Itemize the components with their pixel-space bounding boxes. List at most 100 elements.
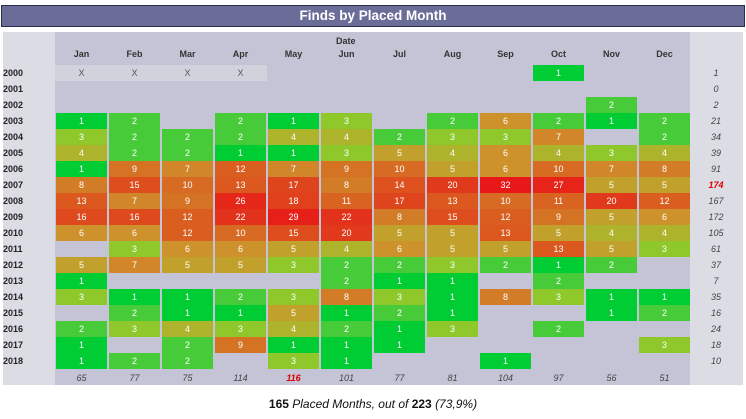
heatmap-cell: 1 [586,289,637,305]
heatmap-cell: 4 [268,129,319,145]
heatmap-cell: 26 [215,193,266,209]
heatmap-cell: 29 [268,209,319,225]
column-total: 75 [182,373,193,383]
heatmap-cell: 5 [374,145,425,161]
heatmap-cell: 1 [321,305,372,321]
heatmap-cell: 1 [586,305,637,321]
row-total: 34 [710,132,721,142]
heatmap-cell: 1 [268,113,319,129]
heatmap-cell: 3 [268,289,319,305]
heatmap-cell: 20 [586,193,637,209]
row-total: 21 [710,116,721,126]
summary-text: Placed Months, out of [292,397,409,411]
heatmap-cell: 6 [109,225,160,241]
heatmap-cell: 2 [321,257,372,273]
heatmap-cell: 1 [268,337,319,353]
heatmap-cell: 5 [56,257,107,273]
heatmap-cell: 2 [533,113,584,129]
heatmap-cell: 1 [639,289,690,305]
heatmap-cell: 3 [427,257,478,273]
heatmap-cell: 6 [480,113,531,129]
heatmap-cell: 5 [374,225,425,241]
column-total: 104 [497,373,514,383]
month-header-oct: Oct [550,49,566,59]
heatmap-cell: 3 [586,145,637,161]
heatmap-cell: 1 [427,305,478,321]
heatmap-cell: 9 [162,193,213,209]
placed-count: 165 [268,397,289,411]
heatmap-cell: 10 [374,161,425,177]
heatmap-cell: 1 [56,273,107,289]
heatmap-cell: 2 [215,113,266,129]
heatmap-cell: 8 [639,161,690,177]
heatmap-cell: 20 [427,177,478,193]
heatmap-cell: 1 [374,273,425,289]
heatmap-cell: 4 [321,241,372,257]
heatmap-cell: 2 [162,353,213,369]
cell-empty-marker: X [214,65,267,81]
date-header: Date [336,36,356,46]
month-header-dec: Dec [656,49,673,59]
heatmap-cell: 1 [533,65,584,81]
heatmap-cell: 2 [321,273,372,289]
heatmap-cell: 13 [480,225,531,241]
heatmap-cell: 4 [427,145,478,161]
heatmap-cell: 3 [268,353,319,369]
heatmap-cell: 4 [321,129,372,145]
row-total: 105 [708,228,724,238]
heatmap-cell: 3 [56,129,107,145]
heatmap-cell: 15 [109,177,160,193]
heatmap-cell: 12 [480,209,531,225]
month-header-jul: Jul [392,49,406,59]
year-label-2011: 2011 [3,244,23,254]
heatmap-cell: 15 [268,225,319,241]
year-label-2014: 2014 [3,292,24,302]
heatmap-cell: 7 [109,193,160,209]
month-header-jan: Jan [73,49,90,59]
heatmap-cell: 1 [56,337,107,353]
year-label-2012: 2012 [3,260,24,270]
heatmap-cell: 22 [321,209,372,225]
heatmap-cell: 1 [533,257,584,273]
heatmap-cell: 5 [215,257,266,273]
heatmap-cell: 5 [427,225,478,241]
heatmap-cell: 2 [109,305,160,321]
heatmap-cell: 12 [162,209,213,225]
heatmap-cell: 9 [215,337,266,353]
heatmap-cell: 9 [109,161,160,177]
year-label-2017: 2017 [3,340,24,350]
heatmap-cell: 2 [374,305,425,321]
heatmap-cell: 4 [586,225,637,241]
heatmap-cell: 5 [427,161,478,177]
heatmap-cell: 18 [268,193,319,209]
heatmap-cell: 6 [480,161,531,177]
month-header-feb: Feb [126,49,143,59]
heatmap-cell: 2 [162,337,213,353]
heatmap-cell: 12 [215,161,266,177]
heatmap-cell: 1 [56,113,107,129]
cell-empty-marker: X [55,65,108,81]
heatmap-cell: 2 [109,129,160,145]
column-total: 56 [606,373,617,383]
year-label-2009: 2009 [3,212,24,222]
year-label-2002: 2002 [3,100,24,110]
year-label-2007: 2007 [3,180,24,190]
heatmap-cell: 1 [480,353,531,369]
year-label-2003: 2003 [3,116,24,126]
heatmap-cell: 2 [162,145,213,161]
year-label-2004: 2004 [3,132,24,142]
heatmap-cell: 13 [215,177,266,193]
heatmap-cell: 3 [480,129,531,145]
row-total: 61 [710,244,721,254]
heatmap-cell: 2 [639,129,690,145]
heatmap-cell: 4 [162,321,213,337]
year-label-2010: 2010 [3,228,24,238]
heatmap-cell: 5 [586,177,637,193]
heatmap-cell: 1 [586,113,637,129]
heatmap-cell: 1 [56,353,107,369]
column-total: 77 [129,373,140,383]
heatmap-cell: 2 [215,129,266,145]
heatmap-cell: 3 [427,129,478,145]
heatmap-cell: 6 [162,241,213,257]
heatmap-panel [55,32,690,385]
